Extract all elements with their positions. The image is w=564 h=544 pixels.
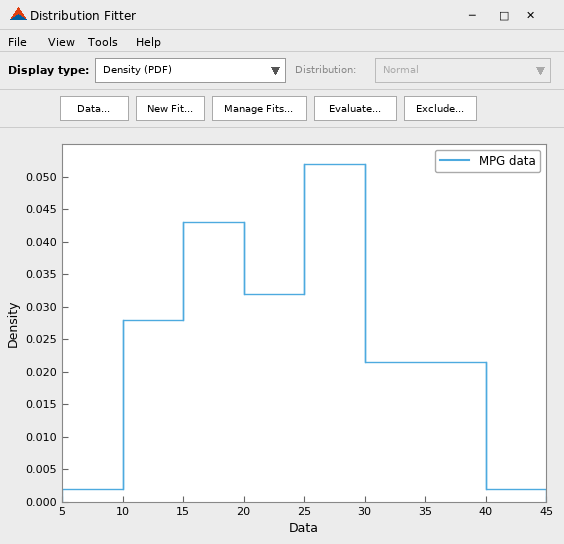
Y-axis label: Density: Density bbox=[7, 299, 20, 347]
Legend: MPG data: MPG data bbox=[435, 150, 540, 172]
X-axis label: Data: Data bbox=[289, 522, 319, 535]
